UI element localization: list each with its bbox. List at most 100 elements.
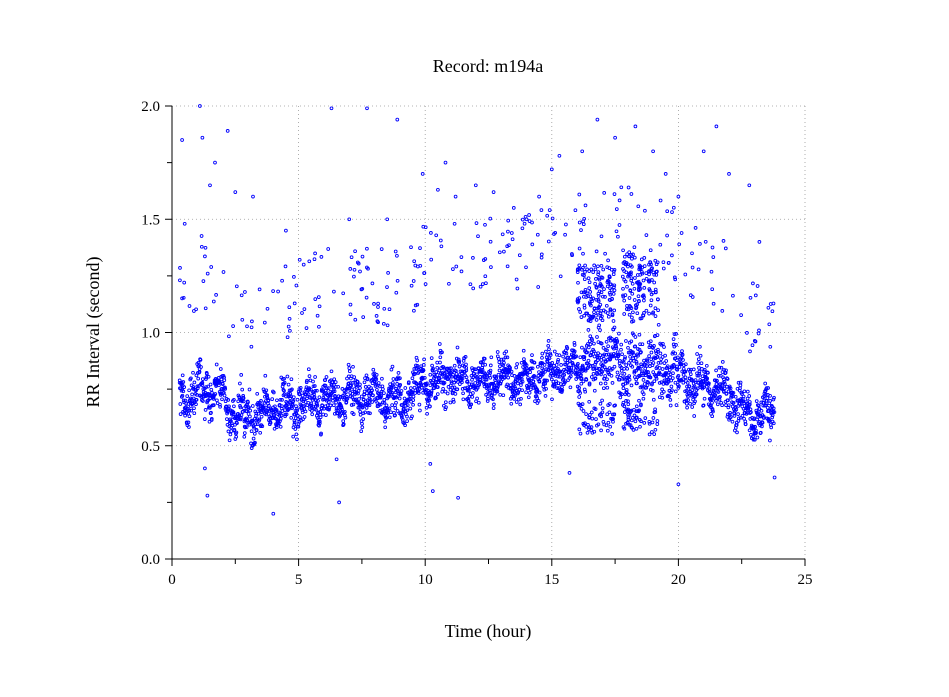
data-point [187, 414, 192, 419]
data-point [411, 402, 415, 407]
data-point [673, 277, 678, 282]
data-point [688, 372, 693, 377]
data-point [303, 409, 308, 414]
data-point [527, 213, 531, 217]
data-point [679, 231, 684, 235]
data-point [711, 301, 716, 306]
data-point [771, 301, 776, 306]
data-point [192, 411, 197, 416]
data-point [648, 375, 653, 380]
data-point [710, 414, 715, 419]
data-point [526, 395, 531, 400]
data-point [606, 344, 610, 349]
data-point [699, 361, 704, 366]
data-point [633, 344, 638, 349]
data-point [234, 284, 239, 289]
data-point [693, 378, 698, 382]
data-point [592, 263, 597, 268]
data-point [668, 398, 673, 402]
data-point [334, 406, 339, 410]
data-point [180, 393, 185, 398]
data-point [447, 281, 451, 286]
data-point [585, 267, 589, 272]
data-point [620, 274, 625, 279]
data-point [654, 376, 659, 381]
data-point [611, 272, 616, 277]
data-point [579, 228, 583, 232]
data-point [567, 471, 572, 475]
data-point [461, 391, 465, 396]
data-point [650, 381, 654, 386]
data-point [630, 315, 634, 320]
data-point [302, 307, 307, 311]
data-point [716, 374, 721, 378]
data-point [391, 381, 395, 385]
data-point [181, 398, 186, 403]
data-point [693, 399, 697, 404]
data-point [232, 404, 236, 409]
data-point [635, 311, 640, 316]
data-point [457, 361, 461, 365]
data-point [430, 363, 434, 368]
data-point [587, 427, 591, 432]
data-point [286, 324, 291, 329]
data-point [376, 381, 381, 385]
data-point [245, 324, 249, 329]
data-point [341, 422, 346, 427]
data-point [605, 284, 610, 289]
data-point [632, 413, 637, 418]
data-point [194, 307, 198, 312]
data-point [312, 257, 317, 262]
data-point [599, 263, 604, 268]
data-point [317, 421, 322, 426]
data-point [644, 233, 649, 237]
data-point [632, 245, 637, 250]
data-point [374, 377, 379, 382]
data-point [374, 372, 379, 377]
data-point [471, 391, 475, 395]
data-point [616, 234, 620, 239]
data-point [593, 376, 598, 381]
data-point [667, 368, 672, 372]
data-point [351, 402, 356, 407]
data-point [621, 425, 626, 429]
data-point [408, 394, 413, 399]
data-point [676, 386, 681, 390]
data-point [272, 412, 277, 417]
data-point [352, 267, 357, 272]
data-point [594, 285, 599, 290]
data-point [196, 384, 201, 388]
data-point [770, 309, 775, 314]
data-point [661, 389, 666, 394]
data-point [550, 360, 555, 365]
data-point [425, 381, 429, 386]
data-point [563, 232, 567, 237]
grid-lines [172, 105, 806, 559]
data-point [278, 424, 283, 429]
data-point [443, 389, 448, 394]
data-point [298, 415, 302, 419]
data-point [271, 390, 276, 395]
data-point [645, 357, 649, 362]
data-point [757, 240, 762, 244]
data-point [669, 378, 674, 383]
data-point [624, 339, 628, 343]
data-point [676, 194, 681, 199]
data-point [341, 291, 346, 296]
data-point [509, 401, 514, 406]
data-point [382, 306, 387, 311]
data-point [435, 365, 440, 370]
data-point [684, 401, 689, 406]
data-point [180, 373, 185, 378]
data-point [743, 422, 748, 427]
data-point [610, 381, 615, 385]
data-point [665, 364, 670, 369]
data-point [437, 376, 442, 381]
data-point [219, 377, 224, 382]
data-point [572, 340, 577, 345]
data-point [218, 404, 222, 409]
data-point [505, 355, 510, 360]
data-point [629, 339, 634, 344]
data-point [405, 414, 409, 419]
data-point [651, 149, 655, 154]
